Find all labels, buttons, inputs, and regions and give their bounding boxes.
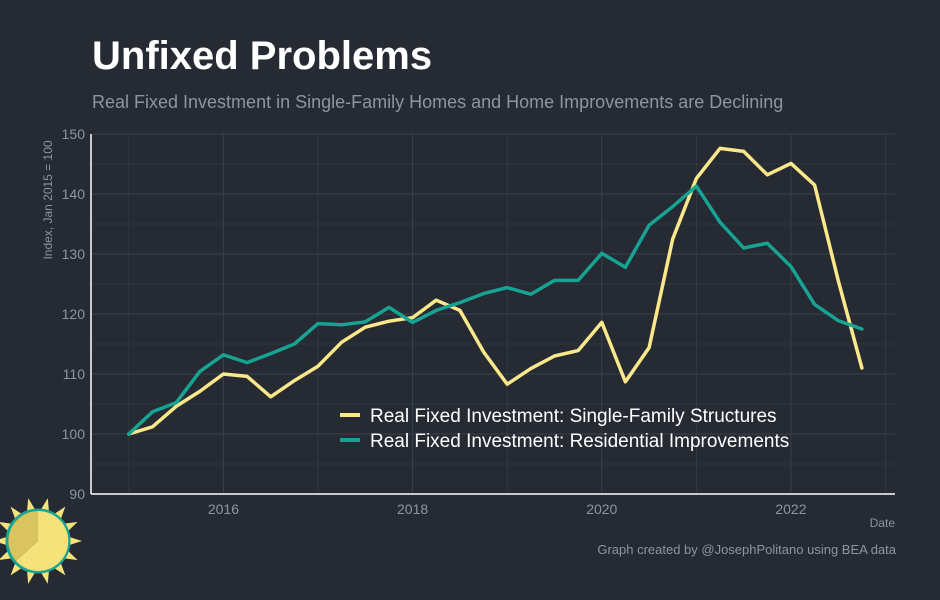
y-tick-label: 140 [62,186,86,202]
source-footer: Graph created by @JosephPolitano using B… [597,542,896,557]
chart-subtitle: Real Fixed Investment in Single-Family H… [92,92,784,112]
sun-logo-icon [0,498,82,584]
series-line-single-family [127,146,864,436]
x-tick-label: 2016 [208,501,239,517]
y-tick-label: 100 [62,426,86,442]
sun-ray [0,536,8,546]
legend-label: Real Fixed Investment: Residential Impro… [370,431,789,452]
sun-ray [27,570,36,584]
x-axis-title: Date [870,516,896,530]
sun-ray [68,536,82,546]
x-tick-label: 2018 [397,501,428,517]
y-tick-label: 130 [62,246,86,262]
legend-label: Real Fixed Investment: Single-Family Str… [370,406,777,427]
sun-ray [40,570,49,584]
sun-ray [27,498,36,512]
y-tick-label: 110 [63,366,86,382]
y-tick-label: 150 [62,126,86,142]
y-tick-label: 90 [69,486,85,502]
series-line-residential-improvements [127,184,864,436]
x-tick-label: 2022 [775,501,806,517]
chart-title: Unfixed Problems [92,34,433,78]
x-tick-label: 2020 [586,501,617,517]
y-axis-title: Index, Jan 2015 = 100 [41,140,55,259]
y-tick-label: 120 [62,306,86,322]
sun-ray [40,498,49,512]
